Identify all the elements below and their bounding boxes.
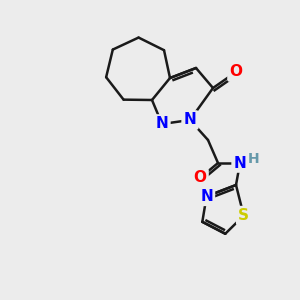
Text: N: N xyxy=(200,189,213,204)
Text: O: O xyxy=(230,64,242,80)
Text: N: N xyxy=(156,116,168,131)
Text: N: N xyxy=(184,112,196,128)
Text: O: O xyxy=(194,170,206,185)
Text: N: N xyxy=(234,155,246,170)
Text: H: H xyxy=(248,152,260,166)
Text: S: S xyxy=(238,208,249,223)
